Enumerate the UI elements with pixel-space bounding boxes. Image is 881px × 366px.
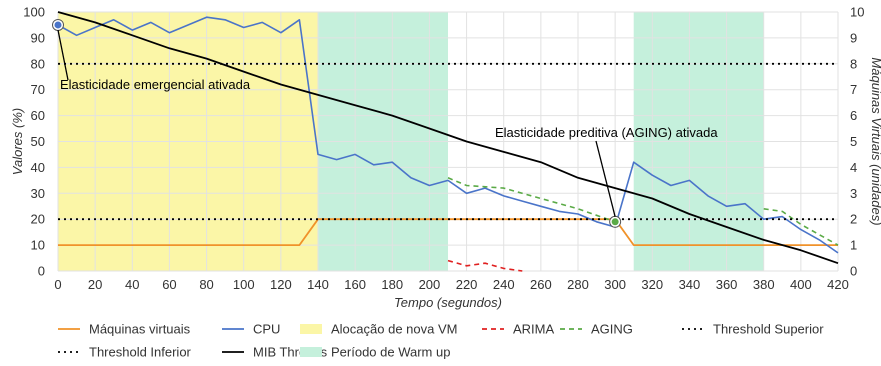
y2-tick-label-8: 8 (850, 56, 857, 71)
annotation-text-0: Elasticidade emergencial ativada (60, 77, 251, 92)
y-axis-title: Valores (%) (10, 108, 25, 175)
series-lines (57, 11, 839, 272)
x-tick-label-10: 200 (419, 277, 441, 292)
legend-label-1-2: Período de Warm up (331, 345, 450, 360)
y2-tick-label-4: 4 (850, 160, 857, 175)
x-tick-label-21: 420 (827, 277, 849, 292)
x-tick-label-0: 0 (54, 277, 61, 292)
y-tick-label-5: 50 (31, 134, 45, 149)
y-tick-label-1: 10 (31, 238, 45, 253)
series-line-1 (57, 16, 839, 254)
x-axis-title: Tempo (segundos) (394, 295, 502, 310)
x-tick-label-2: 40 (125, 277, 139, 292)
legend-label-1-0: Threshold Inferior (89, 345, 192, 360)
series-line-4 (763, 208, 839, 246)
y2-tick-label-5: 5 (850, 134, 857, 149)
legend-label-0-0: Máquinas virtuais (89, 322, 191, 337)
x-tick-label-19: 380 (753, 277, 775, 292)
y2-tick-label-1: 1 (850, 238, 857, 253)
y-tick-label-6: 60 (31, 108, 45, 123)
legend-label-0-2: Alocação de nova VM (331, 322, 457, 337)
x-tick-label-17: 340 (679, 277, 701, 292)
x-tick-label-12: 240 (493, 277, 515, 292)
marker-0 (54, 21, 62, 29)
x-tick-label-14: 280 (567, 277, 589, 292)
marker-1 (611, 218, 619, 226)
series-line-3 (447, 177, 616, 223)
legend-swatch-0-2 (300, 324, 322, 334)
y2-tick-label-6: 6 (850, 108, 857, 123)
y2-tick-label-9: 9 (850, 30, 857, 45)
y2-tick-label-3: 3 (850, 186, 857, 201)
x-tick-label-20: 400 (790, 277, 812, 292)
y2-tick-label-10: 10 (850, 5, 864, 20)
x-tick-label-8: 160 (344, 277, 366, 292)
annotation-text-1: Elasticidade preditiva (AGING) ativada (495, 125, 718, 140)
x-tick-label-5: 100 (233, 277, 255, 292)
x-tick-label-16: 320 (641, 277, 663, 292)
annotations: Elasticidade emergencial ativada Elastici… (57, 29, 718, 217)
annotation-leader-0 (57, 29, 69, 81)
x-tick-label-11: 220 (456, 277, 478, 292)
x-tick-label-18: 360 (716, 277, 738, 292)
y-tick-label-10: 100 (23, 5, 45, 20)
y-tick-label-9: 90 (31, 30, 45, 45)
legend-swatch-1-2 (300, 347, 322, 357)
x-tick-label-4: 80 (199, 277, 213, 292)
x-tick-label-1: 20 (88, 277, 102, 292)
y2-axis-title: Máquinas Virtuais (unidades) (869, 57, 881, 225)
y2-tick-label-2: 2 (850, 212, 857, 227)
x-tick-label-15: 300 (604, 277, 626, 292)
y-tick-label-7: 70 (31, 82, 45, 97)
series-line-7 (57, 11, 839, 265)
legend-label-0-4: AGING (591, 322, 633, 337)
y-tick-label-3: 30 (31, 186, 45, 201)
y2-tick-label-7: 7 (850, 82, 857, 97)
x-tick-label-13: 260 (530, 277, 552, 292)
x-tick-label-3: 60 (162, 277, 176, 292)
series-line-2 (447, 259, 523, 272)
legend-label-0-5: Threshold Superior (713, 322, 824, 337)
y-tick-label-4: 40 (31, 160, 45, 175)
y-tick-label-0: 0 (38, 264, 45, 279)
annotation-markers (52, 18, 622, 228)
annotation-leader-1 (595, 140, 616, 217)
legend: Máquinas virtuais CPU Alocação de nova VM A… (58, 322, 824, 360)
y2-tick-label-0: 0 (850, 264, 857, 279)
y-tick-label-2: 20 (31, 212, 45, 227)
legend-label-0-3: ARIMA (513, 322, 555, 337)
y-tick-label-8: 80 (31, 56, 45, 71)
grid (57, 11, 839, 272)
x-tick-label-6: 120 (270, 277, 292, 292)
axes: 0 20 40 60 80 100 120 140 160 180 200 220 240 260 280 3… (10, 5, 881, 311)
x-tick-label-9: 180 (381, 277, 403, 292)
legend-label-0-1: CPU (253, 322, 280, 337)
x-tick-label-7: 140 (307, 277, 329, 292)
